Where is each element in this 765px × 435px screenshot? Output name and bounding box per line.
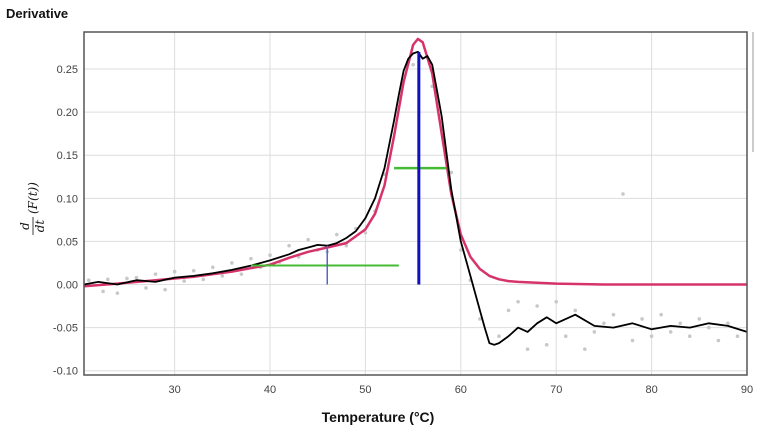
x-tick-label: 60 [455, 384, 467, 396]
scatter-point [249, 256, 253, 261]
scatter-point [287, 243, 291, 248]
scatter-point [563, 334, 568, 339]
scatter-point [459, 248, 463, 252]
scatter-point [153, 272, 158, 276]
y-axis-label-numerator: d [18, 222, 32, 230]
series-lines [83, 37, 748, 346]
scatter-point [449, 170, 454, 175]
scatter-point [115, 291, 120, 295]
y-tick-label: 0.25 [57, 64, 78, 76]
scatter-point [201, 277, 206, 282]
scatter-point [583, 347, 587, 351]
x-tick-label: 30 [169, 384, 181, 396]
x-tick-label: 90 [741, 384, 753, 396]
scatter-point [191, 268, 196, 273]
scatter-point [163, 287, 167, 292]
chart-title: Derivative [6, 6, 69, 21]
scatter-point [516, 299, 520, 304]
scatter-point [707, 325, 711, 330]
scatter-point [144, 286, 148, 290]
scatter-point [535, 304, 539, 308]
scatter-point [306, 237, 310, 242]
scatter-point [668, 330, 673, 334]
plot-frame [83, 31, 748, 376]
scatter-point [716, 338, 721, 343]
y-tick-label: 0.15 [57, 150, 78, 162]
measured-derivative-line [83, 50, 748, 346]
grid [84, 32, 748, 375]
scatter-point [210, 265, 215, 270]
scatter-point [735, 334, 740, 339]
scatter-point [525, 347, 530, 351]
scatter-point [592, 330, 597, 334]
x-axis-label: Temperature (°C) [322, 409, 435, 425]
scatter-point [106, 277, 110, 282]
scatter-point [554, 299, 559, 304]
scatter-point [86, 278, 91, 283]
scatter-point [506, 308, 511, 313]
y-tick-label: 0.05 [57, 236, 78, 248]
scatter-point [134, 275, 139, 280]
scatter-point [678, 321, 683, 326]
scatter-point [497, 334, 501, 339]
scatter-point [411, 62, 415, 67]
scatter-point [172, 269, 177, 274]
y-tick-label: 0.00 [57, 280, 78, 292]
scatter-point [630, 338, 635, 343]
scatter-point [239, 272, 244, 276]
scatter-point [621, 192, 625, 196]
scatter-point [726, 321, 730, 326]
x-tick-label: 40 [264, 384, 276, 396]
scatter-point [659, 312, 663, 317]
scatter-point [344, 243, 349, 248]
scatter-point [640, 317, 644, 321]
scatter-point [230, 261, 234, 265]
fit-curve [83, 37, 747, 288]
scatter-point [220, 274, 225, 278]
y-ticks: -0.10 -0.05 0.00 0.05 0.10 0.15 0.20 0.25 [53, 64, 78, 378]
scatter-point [478, 317, 482, 321]
y-tick-label: -0.05 [53, 323, 78, 335]
scatter-point [101, 289, 105, 294]
y-axis-label-denominator: dt [33, 220, 47, 233]
scatter-point [687, 334, 692, 339]
x-tick-label: 70 [550, 384, 562, 396]
scatter-point [268, 253, 272, 258]
scatter-point [334, 232, 339, 237]
y-tick-label: 0.10 [57, 193, 78, 205]
scatter-point [697, 317, 702, 321]
y-tick-label: -0.10 [53, 366, 78, 378]
scatter-point [363, 231, 368, 235]
scatter-point [611, 312, 616, 317]
scatter-point [602, 321, 606, 326]
scatter-point [544, 343, 549, 347]
scatter-points [86, 62, 740, 351]
x-tick-label: 50 [359, 384, 371, 396]
scatter-point [649, 334, 654, 339]
x-ticks: 30 40 50 60 70 80 90 [169, 384, 754, 396]
scatter-point [125, 276, 129, 281]
x-tick-label: 80 [645, 384, 657, 396]
y-axis-label-expression: (F(t)) [26, 182, 40, 214]
y-axis-label: d dt (F(t)) [18, 182, 47, 235]
y-tick-label: 0.20 [57, 107, 78, 119]
scatter-point [182, 279, 186, 283]
scatter-point [573, 308, 578, 313]
annotations [250, 51, 447, 285]
